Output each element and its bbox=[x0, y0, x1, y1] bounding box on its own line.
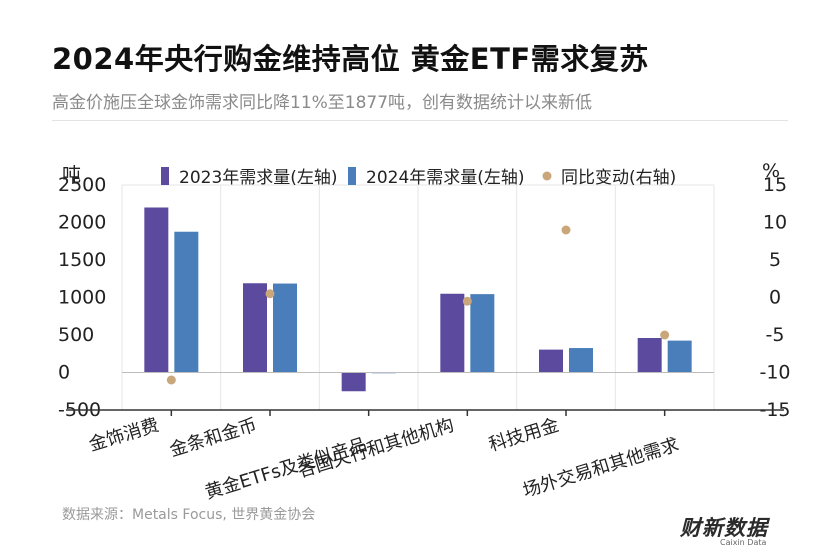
bar-2023 bbox=[539, 349, 563, 373]
category-label: 场外交易和其他需求 bbox=[520, 434, 681, 500]
left-axis-tick-label: 1000 bbox=[58, 287, 106, 309]
bar-2024 bbox=[273, 283, 297, 373]
chart-plot: 25002000150010005000-500151050-5-10-15金饰… bbox=[58, 167, 791, 500]
bar-2023 bbox=[440, 293, 465, 373]
left-axis-tick-label: 2500 bbox=[58, 174, 106, 196]
left-axis-tick-label: 1500 bbox=[58, 249, 106, 271]
yoy-point bbox=[462, 296, 472, 306]
right-axis-tick-label: 15 bbox=[763, 174, 787, 196]
logo-subtext: Caixin Data bbox=[720, 538, 767, 547]
right-axis-tick-label: 0 bbox=[769, 287, 781, 309]
left-axis-unit: 吨 bbox=[62, 164, 82, 186]
bar-2023 bbox=[144, 207, 169, 373]
data-source: 数据来源：Metals Focus, 世界黄金协会 bbox=[62, 507, 316, 523]
caixin-logo: 财新数据 Caixin Data bbox=[680, 512, 790, 548]
bar-2023 bbox=[341, 372, 366, 392]
legend-label: 2023年需求量(左轴) bbox=[179, 168, 338, 188]
right-axis-unit: % bbox=[762, 160, 781, 182]
right-axis-tick-label: 5 bbox=[769, 249, 781, 271]
chart-subtitle: 高金价施压全球金饰需求同比降11%至1877吨，创有数据统计以来新低 bbox=[52, 93, 593, 113]
left-axis-tick-label: 0 bbox=[58, 362, 70, 384]
right-axis-tick-label: -10 bbox=[759, 362, 790, 384]
bar-2024 bbox=[174, 231, 199, 373]
bar-2024 bbox=[470, 294, 495, 373]
title-divider bbox=[52, 120, 788, 121]
left-axis-tick-label: 2000 bbox=[58, 212, 106, 234]
legend-swatch bbox=[161, 167, 169, 185]
yoy-point bbox=[265, 289, 275, 299]
category-label: 科技用金 bbox=[486, 415, 561, 456]
yoy-point bbox=[561, 225, 571, 235]
right-axis-tick-label: 10 bbox=[763, 212, 787, 234]
legend-swatch bbox=[348, 167, 356, 185]
bar-2024 bbox=[569, 348, 593, 373]
right-axis-tick-label: -5 bbox=[766, 324, 785, 346]
bar-2023 bbox=[637, 338, 662, 373]
logo-text: 财新数据 bbox=[680, 516, 768, 540]
legend-label: 同比变动(右轴) bbox=[561, 168, 676, 188]
legend-label: 2024年需求量(左轴) bbox=[366, 168, 525, 188]
yoy-point bbox=[166, 375, 176, 385]
category-label: 金条和金币 bbox=[167, 415, 259, 461]
legend-swatch bbox=[542, 171, 552, 181]
bar-2023 bbox=[243, 283, 267, 373]
chart-title: 2024年央行购金维持高位 黄金ETF需求复苏 bbox=[52, 42, 649, 76]
bar-2024 bbox=[667, 340, 692, 373]
yoy-point bbox=[660, 330, 670, 340]
left-axis-tick-label: 500 bbox=[58, 324, 94, 346]
